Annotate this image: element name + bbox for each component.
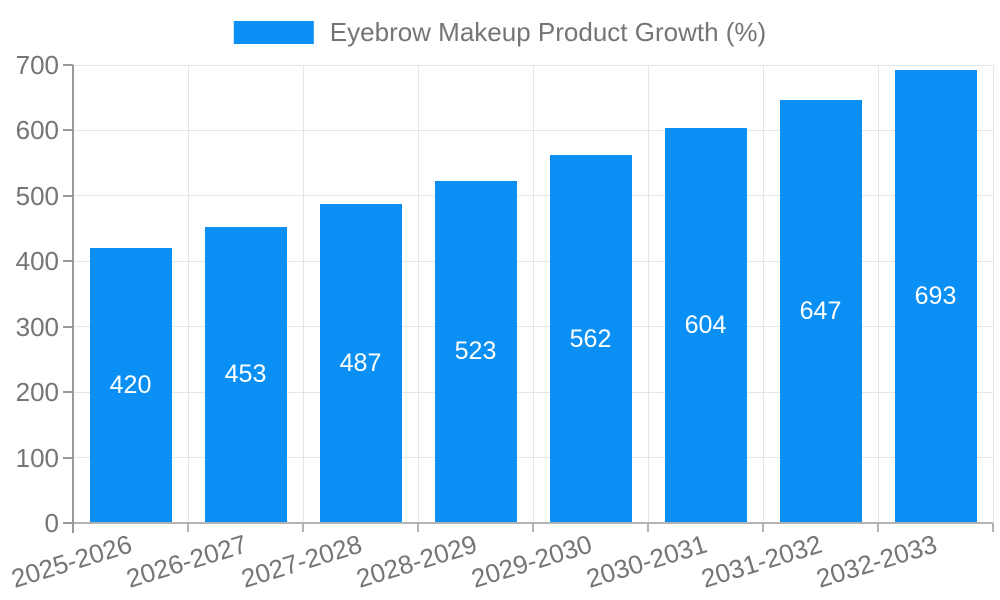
v-gridline — [417, 65, 419, 523]
y-axis-label: 700 — [15, 50, 59, 80]
v-gridline — [302, 65, 304, 523]
y-tick — [63, 64, 73, 66]
y-axis-label: 100 — [15, 442, 59, 473]
bar-value-label: 604 — [684, 310, 727, 339]
bar-value-label: 647 — [799, 296, 842, 325]
x-tick — [302, 523, 304, 532]
y-axis-line — [72, 65, 74, 533]
y-tick — [63, 129, 73, 132]
bar-value-label: 487 — [339, 349, 382, 378]
x-tick — [187, 523, 189, 532]
bar-2031-2032[interactable]: 647 — [779, 99, 862, 523]
bar-value-label: 523 — [454, 337, 497, 366]
v-gridline — [647, 65, 649, 523]
legend-label: Eyebrow Makeup Product Growth (%) — [329, 17, 767, 47]
bar-2025-2026[interactable]: 420 — [89, 248, 172, 523]
y-axis-label: 500 — [15, 180, 59, 211]
bar-value-label: 562 — [569, 324, 612, 353]
v-gridline — [762, 65, 764, 523]
bar-2028-2029[interactable]: 523 — [434, 180, 517, 523]
bar-2030-2031[interactable]: 604 — [664, 127, 747, 523]
legend[interactable]: Eyebrow Makeup Product Growth (%) — [233, 17, 767, 48]
bar-value-label: 420 — [109, 371, 152, 400]
y-tick — [63, 194, 73, 197]
y-tick — [63, 456, 73, 459]
y-tick — [63, 260, 73, 263]
x-tick — [532, 523, 534, 532]
v-gridline — [187, 65, 189, 523]
y-axis-label: 0 — [44, 508, 59, 538]
y-axis-label: 300 — [15, 311, 59, 342]
bar-2026-2027[interactable]: 453 — [204, 226, 287, 523]
v-gridline — [532, 65, 534, 523]
y-tick — [63, 325, 73, 328]
y-axis-label: 600 — [15, 115, 59, 146]
bar-2029-2030[interactable]: 562 — [549, 155, 632, 523]
v-gridline — [877, 65, 879, 523]
bar-value-label: 693 — [914, 281, 957, 310]
legend-swatch-icon — [233, 21, 314, 44]
bar-2032-2033[interactable]: 693 — [894, 69, 977, 523]
v-gridline — [992, 65, 994, 523]
x-tick — [992, 523, 994, 532]
y-tick — [63, 522, 73, 524]
x-tick — [877, 523, 879, 532]
bar-value-label: 453 — [224, 360, 267, 389]
x-tick — [647, 523, 649, 532]
x-tick — [417, 523, 419, 532]
bar-2027-2028[interactable]: 487 — [319, 204, 402, 523]
y-axis-label: 400 — [15, 246, 59, 277]
y-axis-label: 200 — [15, 377, 59, 408]
x-tick — [762, 523, 764, 532]
y-tick — [63, 391, 73, 394]
